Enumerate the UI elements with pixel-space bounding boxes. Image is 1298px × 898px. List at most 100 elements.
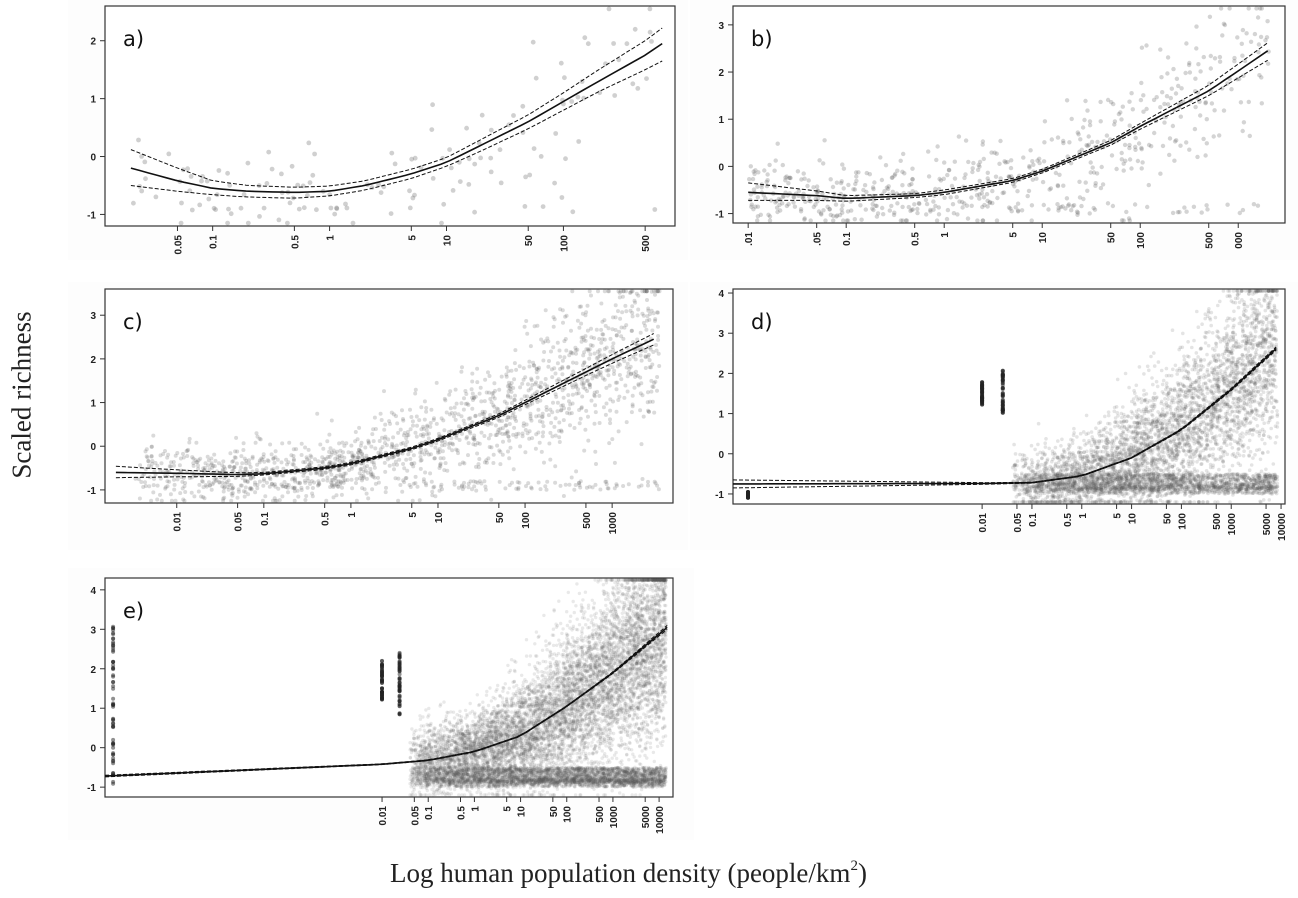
data-point (1258, 429, 1262, 433)
data-point (583, 334, 588, 339)
data-point (1137, 480, 1142, 484)
data-point (1141, 429, 1145, 434)
data-point (1082, 476, 1086, 480)
data-point (985, 176, 990, 181)
data-point (472, 161, 478, 167)
data-point (647, 358, 652, 363)
data-point (183, 481, 188, 485)
data-point (482, 399, 487, 404)
data-point (1266, 481, 1271, 485)
data-point (783, 178, 788, 183)
data-point (204, 484, 209, 489)
data-point (1074, 500, 1078, 504)
data-point (1212, 108, 1217, 113)
data-point (323, 470, 328, 475)
data-point (1131, 445, 1136, 450)
data-point (1229, 87, 1234, 92)
data-point (418, 433, 423, 437)
data-point (342, 471, 347, 476)
data-point (1069, 487, 1074, 492)
data-point (1141, 93, 1146, 98)
data-point (610, 365, 615, 370)
data-point (1088, 170, 1093, 175)
data-point (473, 442, 478, 447)
data-point (471, 479, 476, 484)
data-point (358, 449, 363, 454)
data-point (578, 416, 583, 421)
data-point (407, 188, 412, 194)
data-point (1056, 208, 1061, 213)
data-point (358, 467, 363, 472)
data-point (1199, 210, 1204, 215)
data-point (1243, 364, 1248, 369)
data-point (1183, 481, 1188, 486)
data-point (1085, 476, 1090, 481)
data-point (1126, 429, 1131, 433)
data-point (599, 327, 604, 332)
data-point (1117, 451, 1121, 456)
data-point (149, 444, 154, 449)
data-point (517, 480, 522, 485)
data-point (1105, 477, 1109, 481)
data-point (1200, 457, 1204, 461)
data-point (1101, 445, 1106, 449)
data-point (1064, 482, 1069, 486)
panel-label: c) (123, 310, 143, 334)
data-point (1186, 394, 1190, 398)
data-point (502, 399, 507, 404)
data-point (247, 458, 251, 463)
data-point (338, 479, 343, 484)
data-point (484, 458, 489, 463)
data-point (963, 138, 969, 143)
data-point (1214, 365, 1218, 370)
data-point (1099, 487, 1103, 491)
data-point (1052, 500, 1057, 504)
data-point (139, 188, 145, 194)
data-point (1245, 484, 1250, 489)
data-point (1238, 395, 1242, 400)
data-point (1110, 455, 1115, 459)
data-point (1044, 476, 1049, 480)
data-point (1162, 461, 1166, 465)
data-point (443, 398, 448, 403)
data-point (1123, 371, 1128, 376)
data-point (981, 195, 987, 200)
data-point (1240, 474, 1245, 479)
data-point (475, 366, 480, 371)
data-point (290, 477, 294, 482)
data-point (1156, 481, 1161, 485)
data-point (1104, 456, 1108, 461)
data-point (1027, 484, 1031, 488)
y-tick-label: 1 (718, 115, 724, 126)
data-point (1179, 477, 1183, 482)
data-point (1215, 395, 1219, 399)
data-point (243, 485, 248, 490)
data-point (1258, 34, 1264, 40)
data-point (1113, 486, 1118, 491)
data-point (330, 478, 335, 483)
data-point (1075, 212, 1080, 217)
data-point (1064, 492, 1069, 497)
data-point (630, 289, 635, 294)
data-point (506, 389, 511, 394)
data-point (1125, 484, 1129, 488)
data-point (1033, 477, 1037, 482)
data-point (1244, 489, 1249, 494)
data-point (611, 347, 616, 352)
data-point (257, 479, 262, 484)
data-point (1158, 484, 1162, 488)
data-point (1141, 109, 1146, 114)
data-point (957, 199, 962, 204)
data-point (363, 468, 368, 473)
data-point (547, 359, 551, 363)
data-point (1014, 485, 1019, 490)
data-point (143, 480, 147, 485)
data-point (410, 419, 415, 424)
data-point (531, 146, 537, 152)
data-point (533, 382, 538, 387)
data-point (212, 464, 217, 469)
data-point (1139, 476, 1143, 480)
data-point (1227, 482, 1232, 487)
data-point (437, 450, 442, 455)
data-point (201, 485, 206, 490)
